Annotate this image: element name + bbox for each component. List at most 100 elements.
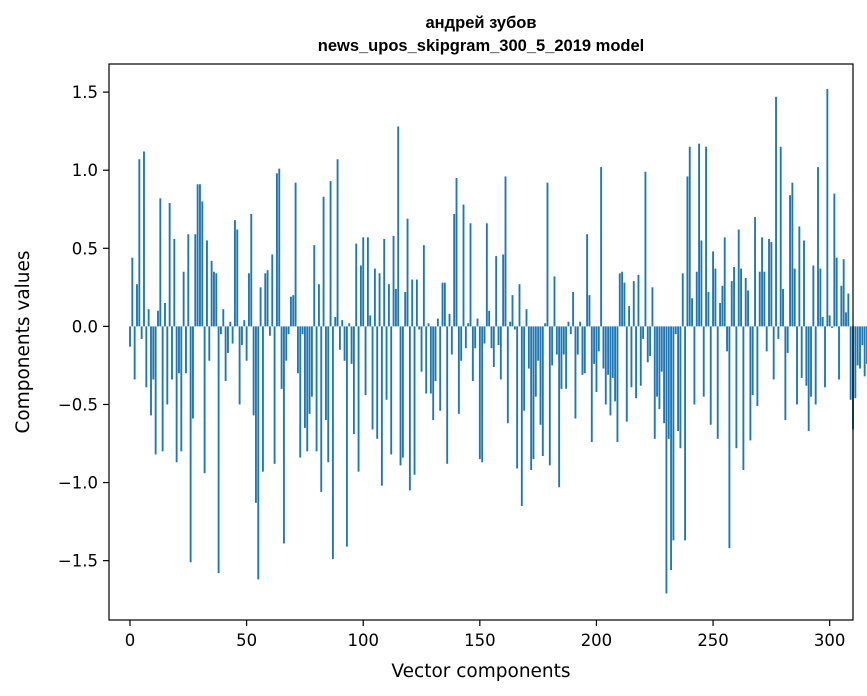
bar: [150, 326, 152, 416]
bar: [275, 173, 278, 327]
plot-frame: [108, 63, 854, 621]
bar: [380, 326, 383, 486]
bar: [600, 167, 603, 327]
bar: [401, 326, 404, 458]
bar: [735, 326, 738, 449]
bar: [618, 273, 621, 327]
bar: [721, 285, 724, 327]
bar: [726, 326, 728, 352]
bar: [213, 271, 215, 327]
bar: [481, 326, 484, 463]
bar: [222, 309, 225, 327]
bar: [819, 268, 822, 327]
y-tick-label: 1.5: [72, 83, 98, 102]
bar: [513, 326, 516, 330]
bar: [534, 326, 537, 397]
bar: [460, 326, 463, 361]
bar: [548, 326, 551, 466]
bar: [723, 237, 726, 327]
bar: [625, 326, 628, 422]
bar: [810, 326, 812, 397]
bar: [665, 326, 668, 594]
bar: [474, 326, 477, 349]
bar: [140, 326, 143, 339]
bar: [175, 326, 178, 463]
bar: [467, 323, 470, 327]
bar: [231, 326, 234, 344]
bar: [646, 326, 649, 363]
bar: [448, 313, 451, 327]
bar: [698, 143, 701, 327]
bar: [751, 326, 754, 396]
bar: [310, 326, 313, 397]
bar: [336, 159, 339, 327]
bar: [768, 238, 770, 327]
bar: [539, 326, 542, 425]
bar: [203, 326, 206, 474]
bar: [238, 326, 241, 405]
bar: [712, 251, 714, 327]
bar: [835, 257, 838, 327]
bar: [210, 260, 213, 327]
bar: [728, 326, 731, 549]
bar: [287, 326, 290, 335]
bar: [742, 326, 745, 471]
bar: [588, 295, 591, 327]
bar: [331, 326, 334, 560]
bar: [394, 288, 397, 327]
bar: [775, 96, 777, 327]
bar: [289, 296, 292, 327]
bar: [604, 326, 607, 405]
x-tick-label: 0: [125, 631, 136, 650]
bar: [651, 287, 654, 327]
bar: [208, 326, 211, 361]
bar: [471, 326, 474, 382]
bar: [483, 326, 486, 344]
bar: [840, 285, 843, 327]
bar: [476, 318, 479, 327]
bar: [831, 326, 833, 328]
bar: [338, 326, 341, 350]
bar: [415, 279, 418, 327]
bar: [397, 126, 400, 327]
bar: [849, 326, 852, 400]
bar: [597, 326, 600, 352]
bar: [511, 295, 514, 327]
bar: [525, 309, 528, 327]
bar: [693, 326, 696, 405]
bar: [455, 178, 458, 327]
bar: [329, 181, 332, 327]
bar: [679, 326, 682, 449]
bar: [357, 326, 360, 472]
bar: [824, 326, 826, 388]
bar: [716, 326, 719, 439]
bar: [241, 326, 243, 346]
bar: [730, 281, 733, 327]
bar: [658, 326, 661, 410]
bar: [791, 182, 794, 327]
y-tick-label: 1.0: [72, 161, 98, 180]
y-axis-ticks: −1.5 −1.0 −0.5 0.0 0.5 1.0 1.5: [58, 83, 109, 571]
bar: [301, 326, 304, 335]
bar: [345, 326, 348, 547]
x-axis-ticks: 0 50 100 150 200 250 300: [125, 620, 845, 650]
bar: [796, 326, 798, 405]
y-tick-label: 0.0: [72, 317, 98, 336]
bar: [189, 326, 192, 563]
bar: [838, 326, 840, 380]
bar: [695, 271, 698, 327]
bar: [609, 326, 612, 416]
bar: [206, 240, 208, 327]
bar: [264, 273, 267, 327]
bar: [464, 326, 467, 349]
bar: [700, 240, 703, 327]
bar: [390, 326, 393, 455]
bar: [859, 326, 861, 369]
bar: [672, 326, 675, 541]
bar: [469, 223, 472, 327]
bar: [789, 195, 791, 327]
bar: [546, 182, 549, 327]
bar: [453, 213, 456, 327]
y-tick-label: −1.0: [58, 474, 98, 493]
bar: [359, 265, 362, 327]
